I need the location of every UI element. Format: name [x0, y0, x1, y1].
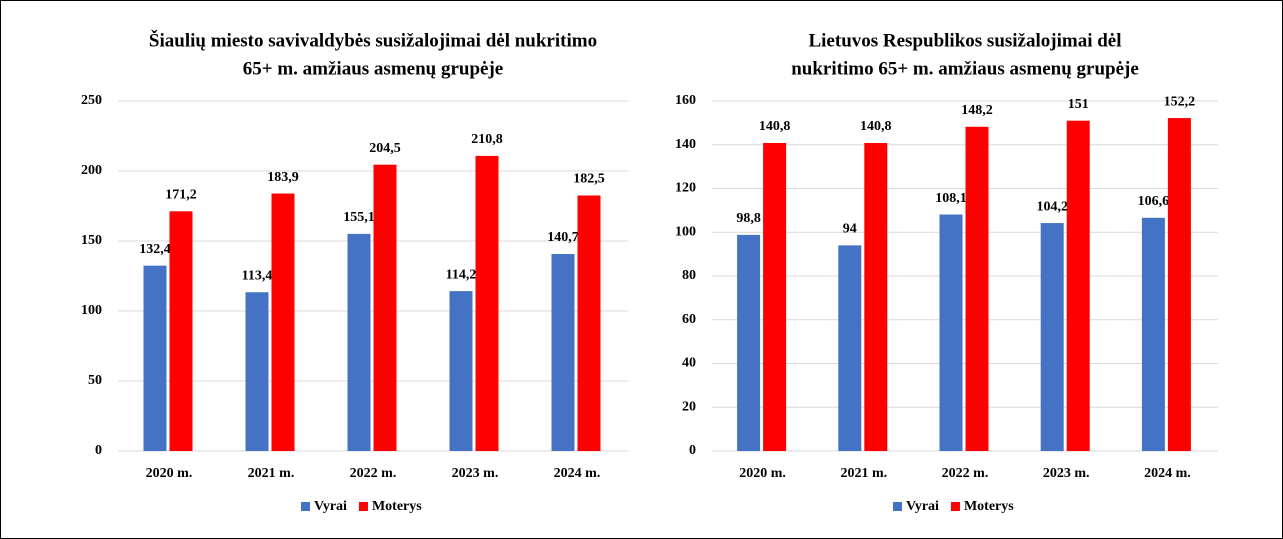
x-tick-label: 2020 m. — [146, 466, 193, 481]
bar — [737, 234, 761, 451]
data-label: 104,2 — [1036, 199, 1068, 214]
data-label: 98,8 — [736, 211, 761, 226]
bar — [245, 292, 269, 451]
bar — [1066, 120, 1090, 451]
chart-title: Lietuvos Respublikos susižalojimai dėl — [808, 30, 1121, 51]
bar — [939, 214, 963, 451]
y-tick-label: 20 — [682, 399, 696, 414]
y-tick-label: 250 — [81, 93, 102, 108]
bar — [449, 291, 473, 451]
bar — [475, 155, 499, 451]
data-label: 140,8 — [759, 119, 791, 134]
legend-label: Moterys — [964, 499, 1014, 514]
y-tick-label: 150 — [81, 233, 102, 248]
data-label: 152,2 — [1164, 94, 1196, 109]
data-label: 210,8 — [471, 132, 503, 147]
bar — [577, 195, 601, 451]
data-label: 148,2 — [961, 103, 993, 118]
bar — [271, 193, 295, 452]
bar — [169, 211, 193, 451]
data-label: 132,4 — [139, 242, 171, 257]
y-tick-label: 0 — [95, 443, 102, 458]
y-tick-label: 140 — [675, 137, 696, 152]
legend-label: Vyrai — [906, 499, 939, 514]
data-label: 182,5 — [573, 172, 605, 187]
chart-title: nukritimo 65+ m. amžiaus asmenų grupėje — [791, 58, 1139, 79]
data-label: 106,6 — [1138, 194, 1170, 209]
bar — [143, 265, 167, 451]
y-tick-label: 50 — [88, 373, 102, 388]
bar — [1141, 217, 1165, 451]
y-tick-label: 40 — [682, 356, 696, 371]
y-tick-label: 60 — [682, 312, 696, 327]
bar — [763, 143, 787, 451]
data-label: 204,5 — [369, 141, 401, 156]
bar — [838, 245, 862, 451]
bar — [373, 164, 397, 451]
legend-swatch — [950, 502, 960, 511]
x-tick-label: 2021 m. — [840, 466, 887, 481]
y-tick-label: 200 — [81, 163, 102, 178]
y-tick-label: 160 — [675, 93, 696, 108]
data-label: 151 — [1068, 97, 1089, 112]
y-tick-label: 120 — [675, 181, 696, 196]
x-tick-label: 2020 m. — [739, 466, 786, 481]
legend-swatch — [358, 502, 368, 511]
y-tick-label: 80 — [682, 268, 696, 283]
legend-label: Moterys — [372, 499, 422, 514]
x-tick-label: 2022 m. — [942, 466, 989, 481]
bar — [551, 254, 575, 451]
data-label: 94 — [843, 222, 857, 237]
data-label: 140,8 — [860, 119, 892, 134]
legend-label: Vyrai — [314, 499, 347, 514]
data-label: 183,9 — [267, 170, 299, 185]
bar — [347, 233, 371, 451]
x-tick-label: 2023 m. — [1043, 466, 1090, 481]
bar — [1040, 223, 1064, 451]
data-label: 171,2 — [165, 188, 197, 203]
data-label: 108,1 — [935, 191, 967, 206]
bar — [1167, 118, 1191, 451]
y-tick-label: 0 — [689, 443, 696, 458]
y-tick-label: 100 — [675, 224, 696, 239]
chart-title: 65+ m. amžiaus asmenų grupėje — [243, 58, 503, 79]
x-tick-label: 2024 m. — [554, 466, 601, 481]
data-label: 113,4 — [242, 268, 273, 283]
bar — [965, 126, 989, 451]
y-tick-label: 100 — [81, 303, 102, 318]
chart-title: Šiaulių miesto savivaldybės susižalojima… — [149, 29, 597, 51]
x-tick-label: 2022 m. — [350, 466, 397, 481]
legend-swatch — [893, 502, 902, 511]
data-label: 155,1 — [343, 210, 375, 225]
legend-swatch — [301, 502, 310, 511]
x-tick-label: 2021 m. — [248, 466, 295, 481]
data-label: 140,7 — [547, 230, 579, 245]
bar — [864, 143, 888, 451]
x-tick-label: 2024 m. — [1144, 466, 1191, 481]
data-label: 114,2 — [446, 267, 477, 282]
x-tick-label: 2023 m. — [452, 466, 499, 481]
